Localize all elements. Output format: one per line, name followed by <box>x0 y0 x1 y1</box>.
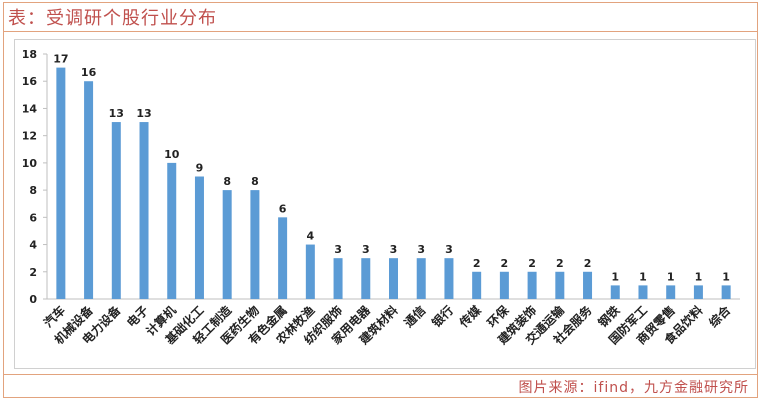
y-tick-label: 0 <box>29 293 37 306</box>
data-label: 9 <box>196 162 204 175</box>
bar <box>305 244 315 299</box>
bar <box>167 162 177 299</box>
x-tick-label: 传媒 <box>455 302 484 331</box>
y-tick-label: 12 <box>22 130 37 143</box>
footer-divider <box>3 374 758 375</box>
data-label: 2 <box>473 257 481 270</box>
title-divider <box>3 31 758 32</box>
bar <box>333 258 343 299</box>
bar <box>444 258 454 299</box>
bar <box>84 81 94 299</box>
y-tick-label: 16 <box>22 75 38 88</box>
bar <box>361 258 371 299</box>
data-label: 3 <box>445 243 453 256</box>
bar <box>666 285 676 299</box>
data-label: 8 <box>251 175 259 188</box>
bar <box>527 271 537 299</box>
y-tick-label: 6 <box>29 211 37 224</box>
source-note: 图片来源：ifind，九方金融研究所 <box>518 380 749 396</box>
bar <box>56 67 66 299</box>
data-label: 2 <box>528 257 536 270</box>
bar <box>389 258 398 299</box>
data-label: 1 <box>667 270 675 283</box>
bar <box>111 122 121 299</box>
data-label: 3 <box>417 243 425 256</box>
data-label: 1 <box>695 270 703 283</box>
data-label: 2 <box>501 257 509 270</box>
bar <box>222 190 232 299</box>
data-label: 10 <box>164 148 180 161</box>
data-label: 8 <box>223 175 231 188</box>
bar <box>499 271 509 299</box>
bar <box>721 285 731 299</box>
x-tick-label: 银行 <box>428 303 456 331</box>
bar <box>583 271 593 299</box>
data-label: 13 <box>109 107 124 120</box>
data-label: 3 <box>334 243 342 256</box>
data-label: 2 <box>556 257 564 270</box>
data-label: 13 <box>136 107 151 120</box>
data-label: 3 <box>362 243 370 256</box>
data-label: 17 <box>53 53 68 66</box>
data-label: 16 <box>81 66 97 79</box>
x-tick-label: 综合 <box>706 302 734 330</box>
bar <box>555 271 565 299</box>
data-label: 4 <box>307 230 315 243</box>
bar <box>139 122 149 299</box>
data-label: 3 <box>390 243 398 256</box>
chart-panel: 0 2 4 6 8 10 12 14 16 18 17 汽车 16 机械设备 13 电力设备 13 电子 10 计算机… <box>14 39 756 369</box>
y-tick-label: 8 <box>29 184 37 197</box>
bar <box>250 190 260 299</box>
y-tick-label: 2 <box>29 266 37 279</box>
y-tick-label: 4 <box>29 239 37 252</box>
bar <box>610 285 620 299</box>
y-tick-label: 18 <box>22 48 37 61</box>
data-label: 1 <box>722 270 730 283</box>
data-label: 1 <box>611 270 619 283</box>
bar <box>278 217 288 299</box>
bar <box>472 271 482 299</box>
bar <box>693 285 703 299</box>
bar <box>194 176 204 299</box>
bar <box>638 285 648 299</box>
y-tick-label: 10 <box>22 157 38 170</box>
figure-title: 表：受调研个股行业分布 <box>8 8 217 29</box>
data-label: 1 <box>639 270 647 283</box>
data-label: 2 <box>584 257 592 270</box>
y-tick-label: 14 <box>22 102 38 115</box>
x-tick-label: 通信 <box>401 303 429 331</box>
data-label: 6 <box>279 202 287 215</box>
bar <box>416 258 426 299</box>
